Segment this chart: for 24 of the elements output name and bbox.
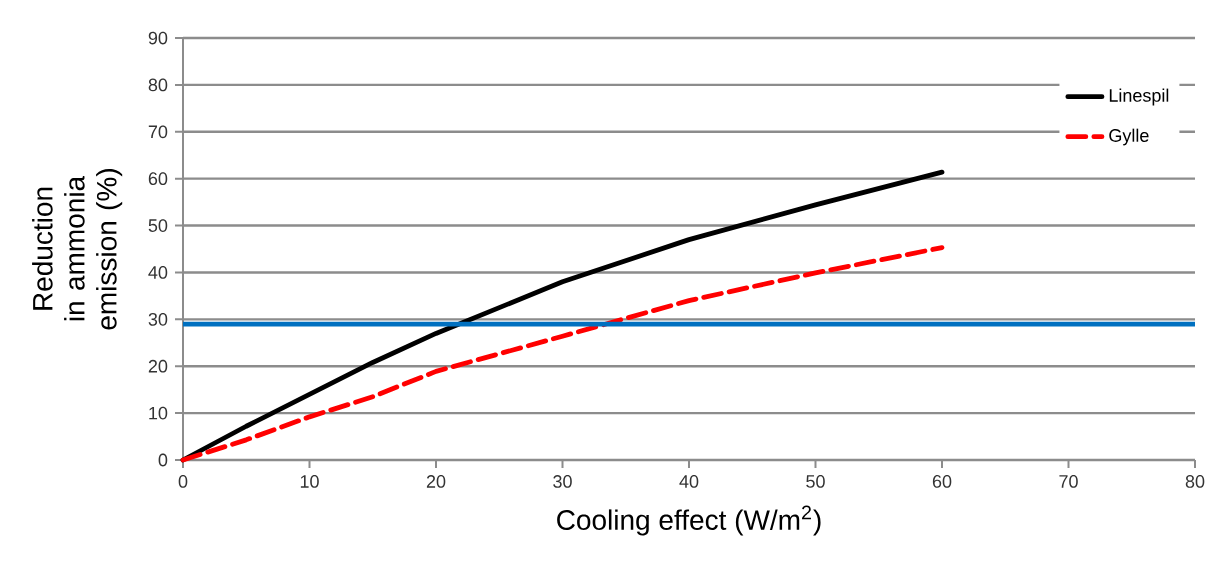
x-tick-label: 30 [553,475,572,488]
y-tick-label: 10 [149,406,168,420]
y-tick-label: 60 [148,172,168,186]
x-tick-label: 0 [178,475,188,488]
y-tick-label: 80 [148,78,168,92]
y-tick-label: 40 [148,266,168,279]
y-axis-title: Reduction in ammonia emission (%) [32,169,123,330]
y-tick-label: 30 [148,312,168,326]
x-tick-label: 20 [426,475,446,488]
y-tick-label: 50 [148,219,168,232]
legend-label: Gylle [1109,128,1149,146]
line-series [180,245,945,463]
y-tick-label: 20 [148,359,168,373]
x-axis-title: Cooling effect (W/m$^{2}$) [557,505,821,536]
legend-label: Linespil [1109,88,1169,106]
x-tick-label: 70 [1059,475,1078,488]
x-tick-label: 10 [300,475,319,488]
y-tick-label: 90 [148,31,168,45]
y-tick-label: 0 [158,453,168,467]
x-tick-label: 60 [932,475,952,488]
x-tick-label: 80 [1185,475,1205,488]
x-tick-label: 40 [679,475,699,488]
x-tick-label: 50 [806,475,825,488]
y-tick-label: 70 [148,125,168,139]
